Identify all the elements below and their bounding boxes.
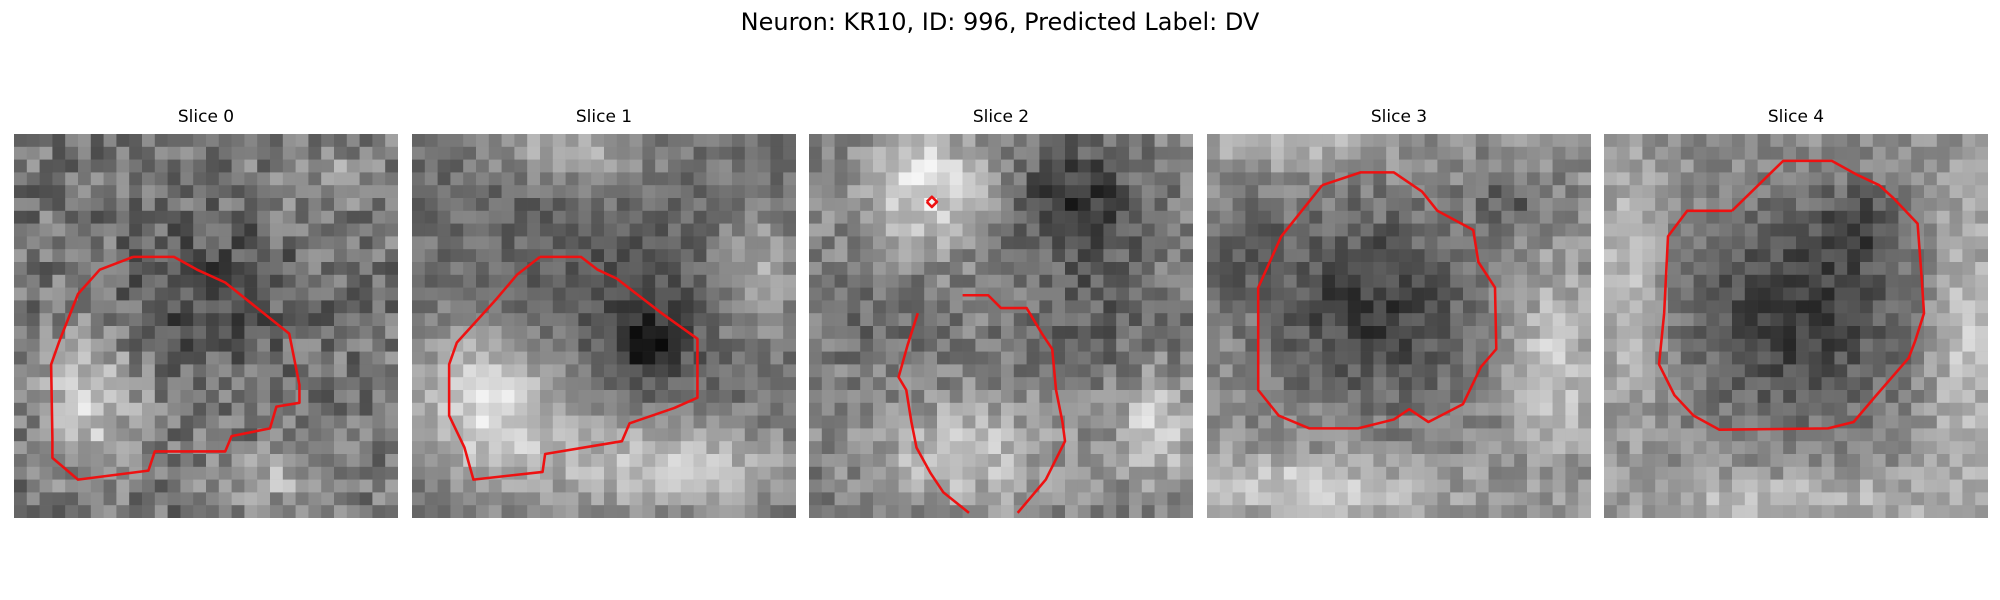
slice-image-1 (412, 134, 796, 518)
slice-title-3: Slice 3 (1370, 107, 1428, 127)
slice-image-3 (1207, 134, 1591, 518)
slice-title-4: Slice 4 (1767, 107, 1825, 127)
roi-contour (1657, 159, 1926, 431)
roi-contour (49, 255, 301, 481)
slice-title-0: Slice 0 (177, 107, 235, 127)
slice-title-1: Slice 1 (575, 107, 633, 127)
slice-image-2 (809, 134, 1193, 518)
slice-panel-4: Slice 4 (1604, 106, 1988, 518)
roi-contour (962, 294, 1067, 514)
roi-contour (925, 195, 939, 209)
slice-panel-2: Slice 2 (809, 106, 1193, 518)
slice-image-4 (1604, 134, 1988, 518)
slice-panel-1: Slice 1 (412, 106, 796, 518)
roi-contour (1256, 171, 1498, 430)
slice-title-2: Slice 2 (972, 107, 1030, 127)
slice-panel-0: Slice 0 (14, 106, 398, 518)
slice-image-0 (14, 134, 398, 518)
figure-title: Neuron: KR10, ID: 996, Predicted Label: … (740, 8, 1260, 36)
roi-contour (897, 312, 970, 514)
slice-panel-3: Slice 3 (1207, 106, 1591, 518)
roi-contour (447, 255, 699, 481)
